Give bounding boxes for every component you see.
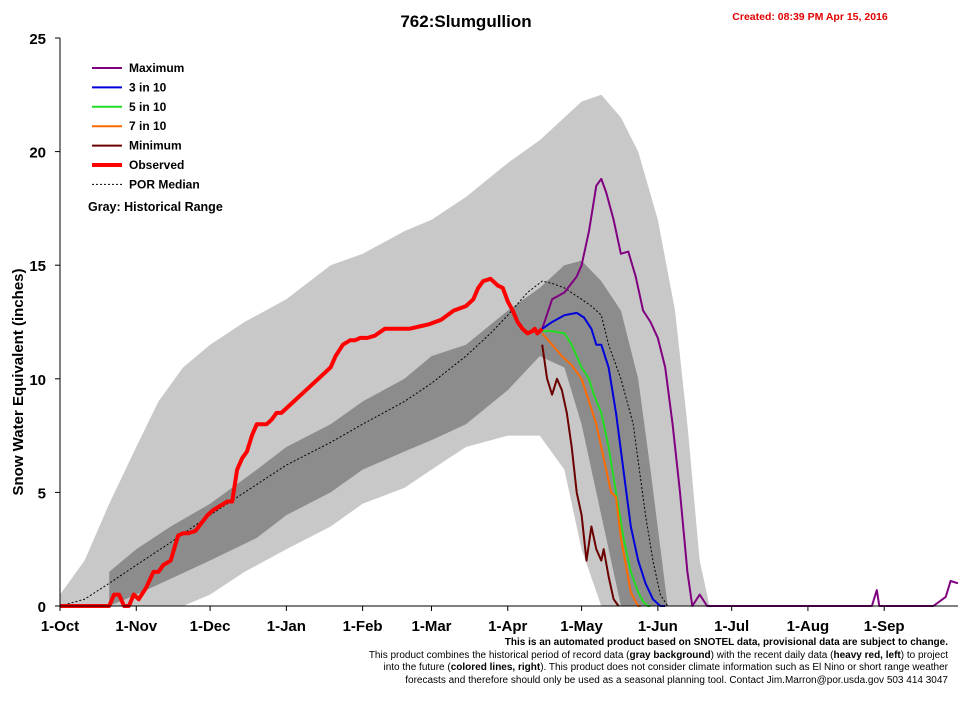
y-tick-label: 10 [29, 372, 46, 389]
created-timestamp: Created: 08:39 PM Apr 15, 2016 [732, 11, 888, 23]
x-tick-label: 1-Dec [190, 618, 231, 635]
legend-label-median: POR Median [129, 177, 200, 191]
chart-title: 762:Slumgullion [400, 12, 531, 31]
footnote-line-3: into the future (colored lines, right). … [383, 662, 948, 673]
y-tick-label: 25 [29, 31, 46, 48]
series-line-obs [60, 276, 544, 608]
legend-label-p30: 3 in 10 [129, 80, 167, 94]
legend-label-obs: Observed [129, 158, 184, 172]
legend: Maximum 3 in 10 5 in 10 7 in 10 Minimum Obser… [88, 61, 223, 214]
x-tick-label: 1-Mar [411, 618, 451, 635]
legend-label-p50: 5 in 10 [129, 100, 167, 114]
y-tick-label: 20 [29, 145, 46, 162]
plot-area [59, 94, 959, 608]
x-tick-label: 1-Oct [41, 618, 79, 635]
y-tick-label: 5 [38, 485, 46, 502]
series-line-min [541, 344, 620, 607]
x-tick-label: 1-Nov [115, 618, 157, 635]
x-tick-label: 1-Jul [714, 618, 749, 635]
legend-label-max: Maximum [129, 61, 184, 75]
x-tick-label: 1-Jan [267, 618, 306, 635]
series-line-p70 [541, 332, 641, 607]
legend-label-min: Minimum [129, 139, 182, 153]
y-tick-label: 0 [38, 599, 46, 616]
x-tick-label: 1-Apr [488, 618, 527, 635]
legend-note: Gray: Historical Range [88, 200, 223, 214]
swe-chart: 762:Slumgullion Created: 08:39 PM Apr 15… [10, 11, 959, 635]
footnote: This is an automated product based on SN… [369, 637, 948, 687]
footnote-line-4: forecasts and therefore should only be u… [405, 674, 948, 686]
axes: 0 5 10 15 20 25 1-Oct 1-Nov 1-Dec 1-Jan 1-Feb 1-Mar… [29, 31, 958, 635]
series-line-median [59, 280, 669, 607]
x-tick-label: 1-May [560, 618, 603, 635]
x-tick-label: 1-Jun [638, 618, 678, 635]
historical-interquartile-band [109, 260, 668, 606]
series-line-p50 [542, 330, 651, 607]
x-tick-label: 1-Aug [787, 618, 830, 635]
y-axis-label: Snow Water Equivalent (inches) [10, 269, 27, 496]
x-tick-label: 1-Feb [343, 618, 383, 635]
legend-label-p70: 7 in 10 [129, 119, 167, 133]
series-line-max [541, 177, 959, 607]
series-line-p30 [541, 311, 666, 607]
footnote-line-2: This product combines the historical per… [368, 649, 948, 661]
historical-range-band [60, 94, 710, 607]
y-tick-label: 15 [29, 258, 46, 275]
footnote-line-1: This is an automated product based on SN… [504, 637, 948, 648]
x-tick-label: 1-Sep [864, 618, 905, 635]
